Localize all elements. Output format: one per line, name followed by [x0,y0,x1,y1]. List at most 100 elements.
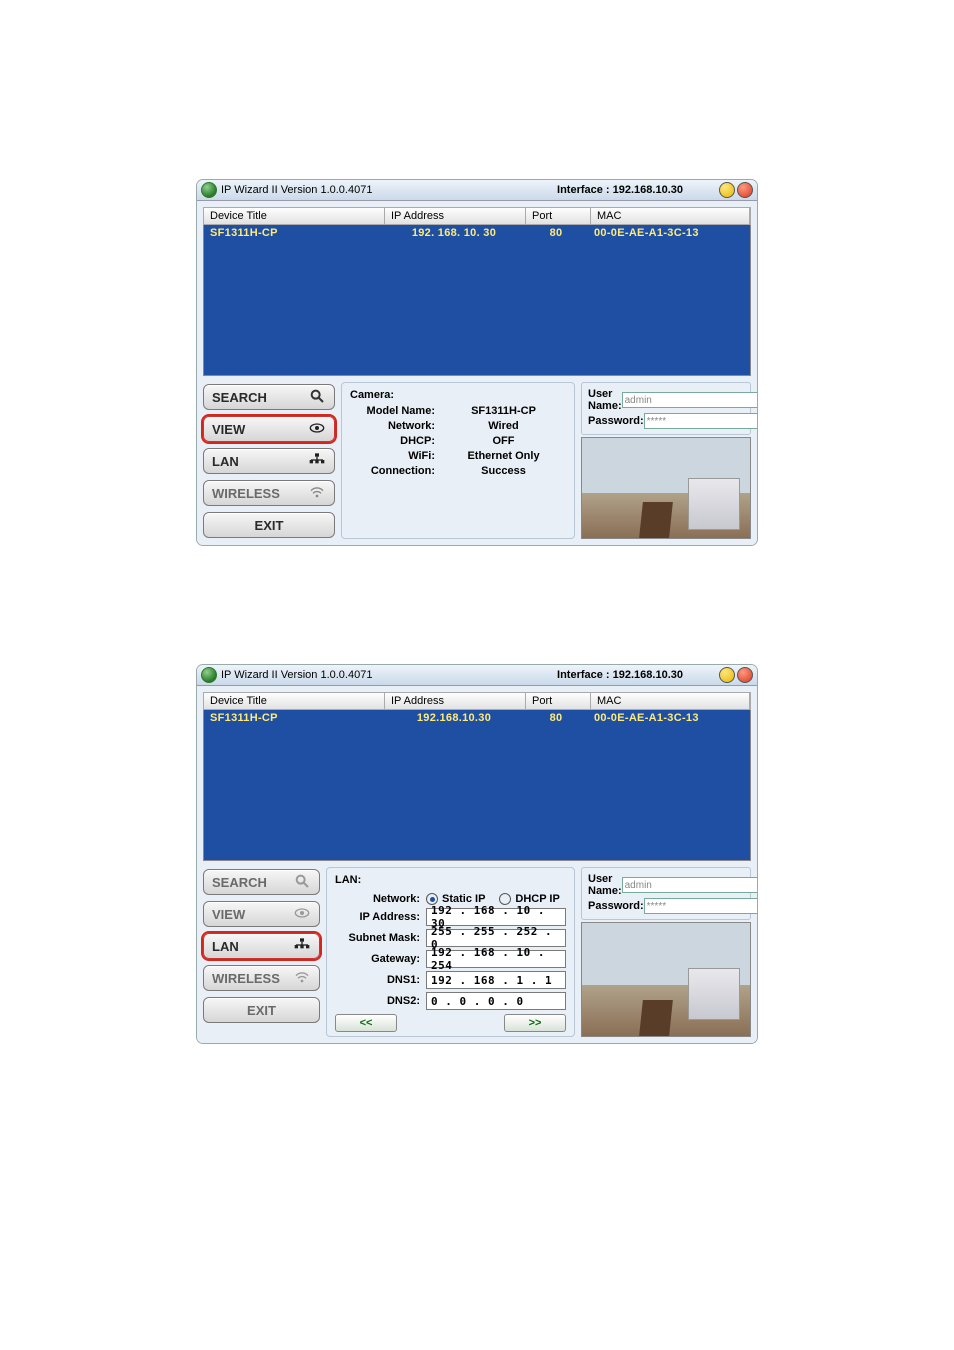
app-icon [201,667,217,683]
wireless-button[interactable]: WIRELESS [203,965,320,991]
subnet-label: Subnet Mask: [335,932,426,944]
wireless-icon [308,484,326,503]
device-grid-header: Device Title IP Address Port MAC [203,692,751,710]
network-label: Network: [335,893,426,905]
dns1-label: DNS1: [335,974,426,986]
password-input[interactable] [644,413,757,429]
wireless-button[interactable]: WIRELESS [203,480,335,506]
button-label: WIRELESS [212,486,280,501]
dns2-input[interactable]: 0 . 0 . 0 . 0 [426,992,566,1010]
wireless-icon [293,969,311,988]
button-label: VIEW [212,422,245,437]
col-ip-address[interactable]: IP Address [385,208,526,224]
gateway-input[interactable]: 192 . 168 . 10 . 254 [426,950,566,968]
username-label: User Name: [588,388,622,412]
col-port[interactable]: Port [526,693,591,709]
search-button[interactable]: SEARCH [203,384,335,410]
password-label: Password: [588,415,644,427]
cell-port: 80 [524,225,588,241]
titlebar: IP Wizard II Version 1.0.0.4071 Interfac… [197,180,757,201]
search-icon [308,388,326,407]
network-value: Wired [441,420,566,432]
wifi-value: Ethernet Only [441,450,566,462]
interface-label: Interface : 192.168.10.30 [557,184,683,196]
view-button[interactable]: VIEW [203,416,335,442]
password-label: Password: [588,900,644,912]
col-ip-address[interactable]: IP Address [385,693,526,709]
app-icon [201,182,217,198]
button-label: SEARCH [212,875,267,890]
connection-label: Connection: [350,465,441,477]
wifi-label: WiFi: [350,450,441,462]
device-row[interactable]: SF1311H-CP 192.168.10.30 80 00-0E-AE-A1-… [204,710,750,726]
dhcp-value: OFF [441,435,566,447]
cell-device-title: SF1311H-CP [204,225,384,241]
col-port[interactable]: Port [526,208,591,224]
ip-wizard-window-lan: IP Wizard II Version 1.0.0.4071 Interfac… [197,665,757,1043]
cell-port: 80 [524,710,588,726]
dns1-input[interactable]: 192 . 168 . 1 . 1 [426,971,566,989]
button-label: WIRELESS [212,971,280,986]
auth-preview-column: User Name: Password: [581,867,751,1037]
prev-button[interactable]: << [335,1014,397,1032]
camera-info-panel: Camera: Model Name:SF1311H-CP Network:Wi… [341,382,575,539]
interface-label: Interface : 192.168.10.30 [557,669,683,681]
button-label: EXIT [247,1003,276,1018]
cell-ip: 192.168.10.30 [384,710,524,726]
password-input[interactable] [644,898,757,914]
device-grid-header: Device Title IP Address Port MAC [203,207,751,225]
dhcp-label: DHCP: [350,435,441,447]
button-label: VIEW [212,907,245,922]
side-buttons: SEARCH VIEW LAN [203,382,335,539]
device-grid-body: SF1311H-CP 192. 168. 10. 30 80 00-0E-AE-… [203,225,751,376]
device-grid-body: SF1311H-CP 192.168.10.30 80 00-0E-AE-A1-… [203,710,751,861]
dns2-label: DNS2: [335,995,426,1007]
subnet-input[interactable]: 255 . 255 . 252 . 0 [426,929,566,947]
auth-box: User Name: Password: [581,382,751,435]
cell-mac: 00-0E-AE-A1-3C-13 [588,225,750,241]
lan-icon [308,452,326,471]
button-label: LAN [212,454,239,469]
username-input[interactable] [622,392,757,408]
col-mac[interactable]: MAC [591,208,750,224]
button-label: EXIT [255,518,284,533]
eye-icon [308,420,326,439]
close-icon[interactable] [737,667,753,683]
window-title: IP Wizard II Version 1.0.0.4071 [221,184,372,196]
ip-wizard-window-view: IP Wizard II Version 1.0.0.4071 Interfac… [197,180,757,545]
col-mac[interactable]: MAC [591,693,750,709]
camera-preview [581,922,751,1037]
auth-preview-column: User Name: Password: [581,382,751,539]
minimize-icon[interactable] [719,182,735,198]
col-device-title[interactable]: Device Title [204,693,385,709]
button-label: LAN [212,939,239,954]
cell-ip: 192. 168. 10. 30 [384,225,524,241]
col-device-title[interactable]: Device Title [204,208,385,224]
gateway-label: Gateway: [335,953,426,965]
lan-icon [293,937,311,956]
close-icon[interactable] [737,182,753,198]
search-button[interactable]: SEARCH [203,869,320,895]
username-input[interactable] [622,877,757,893]
titlebar: IP Wizard II Version 1.0.0.4071 Interfac… [197,665,757,686]
model-label: Model Name: [350,405,441,417]
lan-button[interactable]: LAN [203,933,320,959]
auth-box: User Name: Password: [581,867,751,920]
exit-button[interactable]: EXIT [203,997,320,1023]
button-label: SEARCH [212,390,267,405]
exit-button[interactable]: EXIT [203,512,335,538]
panel-title: Camera: [350,389,566,401]
side-buttons: SEARCH VIEW LAN [203,867,320,1037]
minimize-icon[interactable] [719,667,735,683]
model-value: SF1311H-CP [441,405,566,417]
next-button[interactable]: >> [504,1014,566,1032]
eye-icon [293,905,311,924]
view-button[interactable]: VIEW [203,901,320,927]
camera-preview [581,437,751,539]
window-title: IP Wizard II Version 1.0.0.4071 [221,669,372,681]
search-icon [293,873,311,892]
lan-config-panel: LAN: Network: Static IP DHCP IP IP Addre… [326,867,575,1037]
lan-button[interactable]: LAN [203,448,335,474]
ipaddress-input[interactable]: 192 . 168 . 10 . 30 [426,908,566,926]
device-row[interactable]: SF1311H-CP 192. 168. 10. 30 80 00-0E-AE-… [204,225,750,241]
